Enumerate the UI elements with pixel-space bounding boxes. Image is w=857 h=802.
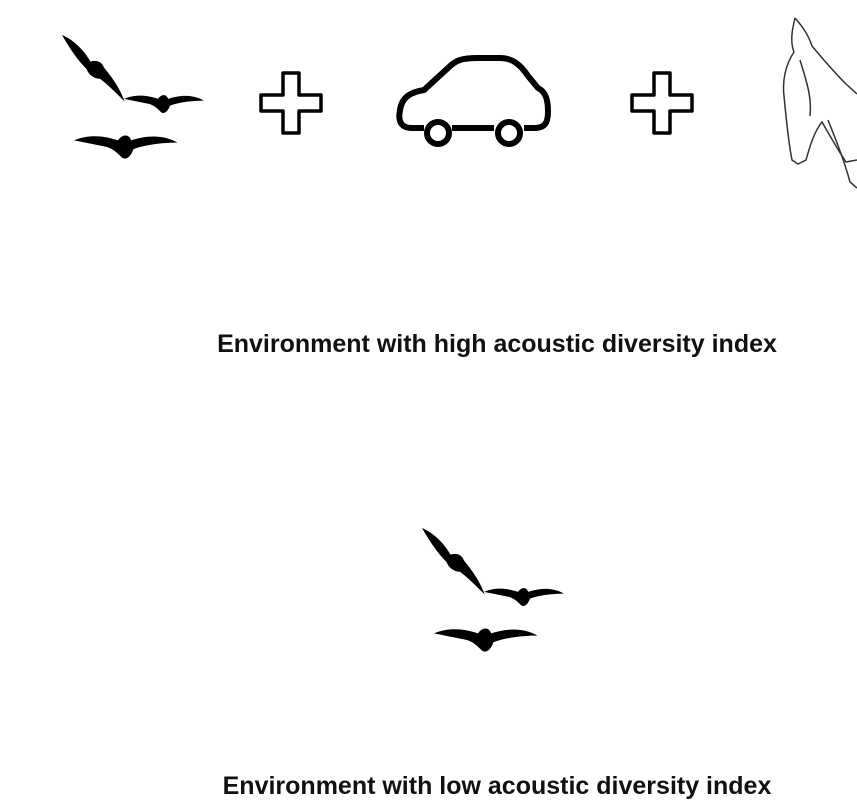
- flock-high: [62, 35, 204, 159]
- caption: Environment with low acoustic diversity …: [223, 772, 772, 800]
- car-icon: [396, 55, 551, 147]
- caption: Environment with high acoustic diversity…: [217, 330, 777, 358]
- wolf-icon: [782, 17, 857, 189]
- flock-low: [422, 528, 564, 652]
- plus-icon: [630, 71, 694, 135]
- plus-icon: [259, 71, 323, 135]
